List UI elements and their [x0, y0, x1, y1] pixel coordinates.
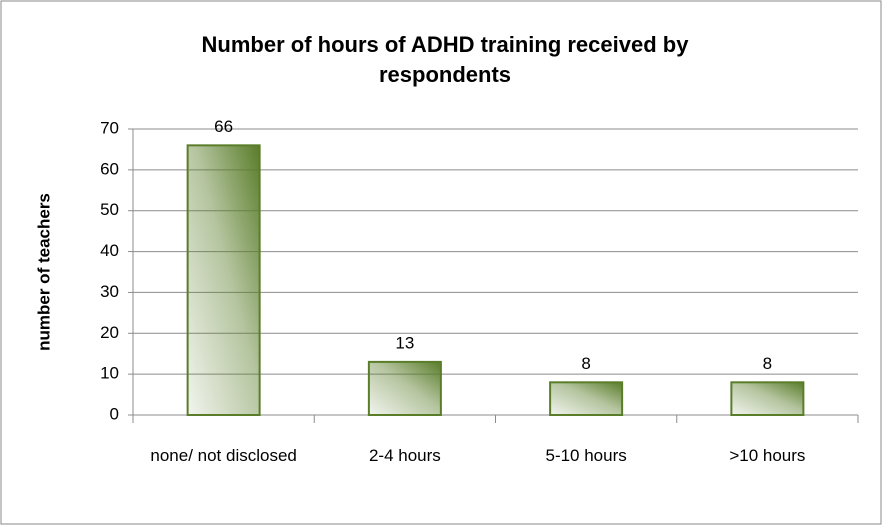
y-tick-label: 40: [100, 241, 119, 260]
bar: [730, 381, 805, 417]
x-tick-label: 5-10 hours: [545, 446, 627, 465]
y-tick-label: 70: [100, 118, 119, 137]
y-axis-label: number of teachers: [34, 193, 53, 351]
y-tick-label: 20: [100, 323, 119, 342]
y-tick-label: 0: [110, 404, 119, 423]
bar: [367, 360, 442, 416]
y-tick-label: 60: [100, 159, 119, 178]
data-label: 13: [395, 333, 414, 352]
data-label: 66: [214, 117, 233, 136]
y-tick-label: 10: [100, 364, 119, 383]
y-tick-label: 30: [100, 282, 119, 301]
x-tick-label: none/ not disclosed: [150, 446, 297, 465]
chart-title: Number of hours of ADHD training receive…: [201, 32, 689, 87]
x-tick-label: 2-4 hours: [368, 446, 441, 465]
y-tick-label: 50: [100, 200, 119, 219]
data-label: 8: [763, 354, 772, 373]
bar: [549, 381, 624, 417]
x-tick-label: >10 hours: [729, 446, 806, 465]
bar: [186, 144, 261, 416]
data-label: 8: [581, 354, 590, 373]
